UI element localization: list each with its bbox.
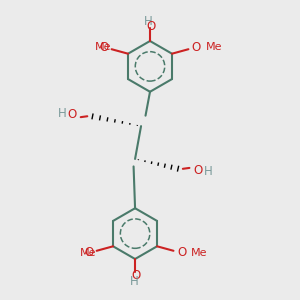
Text: H: H <box>144 15 153 28</box>
Text: O: O <box>132 269 141 282</box>
Text: Me: Me <box>206 42 222 52</box>
Text: Me: Me <box>95 42 112 52</box>
Text: H: H <box>204 165 213 178</box>
Text: O: O <box>192 40 201 54</box>
Text: O: O <box>67 108 76 121</box>
Text: Me: Me <box>190 248 207 258</box>
Text: O: O <box>146 20 155 33</box>
Text: O: O <box>194 164 203 177</box>
Text: H: H <box>130 275 139 288</box>
Text: Me: Me <box>80 248 97 258</box>
Text: O: O <box>99 40 108 54</box>
Text: H: H <box>58 107 66 120</box>
Text: O: O <box>177 246 186 260</box>
Text: O: O <box>84 246 93 260</box>
